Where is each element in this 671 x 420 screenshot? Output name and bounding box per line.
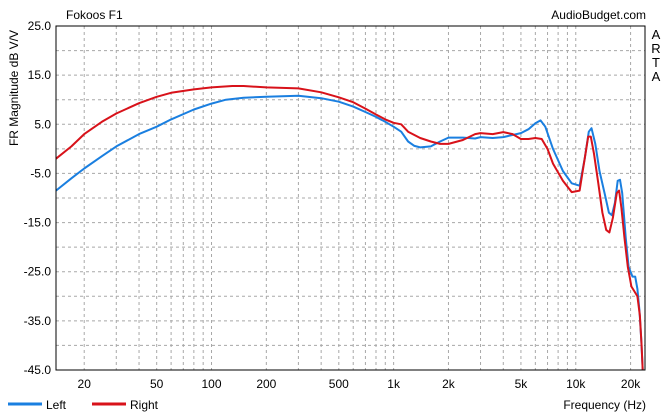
x-tick-label: 5k [515,377,529,391]
y-tick-label: 25.0 [28,19,52,33]
series-line-left [55,94,644,371]
side-label-letter: R [651,41,660,56]
y-tick-label: 15.0 [28,68,52,82]
y-tick-label: -15.0 [24,216,52,230]
y-tick-label: -35.0 [24,314,52,328]
y-axis-label: FR Magnitude dB V/V [7,30,21,146]
x-tick-label: 100 [201,377,221,391]
grid [56,26,645,370]
y-tick-label: -25.0 [24,265,52,279]
source-label: AudioBudget.com [551,8,646,22]
x-tick-label: 20k [621,377,641,391]
side-label-letter: T [652,55,660,70]
legend-label-right: Right [130,398,159,412]
series-line-right [55,85,644,371]
plot-frame [55,25,646,371]
y-tick-label: -5.0 [30,166,51,180]
x-tick-label: 500 [329,377,349,391]
chart-title: Fokoos F1 [66,8,123,22]
legend: Left Right [8,398,159,412]
side-label-letter: A [652,27,661,42]
legend-label-left: Left [46,398,67,412]
x-tick-label: 20 [78,377,92,391]
y-tick-label: 5.0 [34,117,51,131]
x-tick-label: 50 [150,377,164,391]
x-tick-label: 2k [442,377,456,391]
x-axis-label: Frequency (Hz) [563,398,646,412]
y-tick-label: -45.0 [24,363,52,377]
x-tick-label: 200 [256,377,276,391]
side-label-letter: A [652,69,661,84]
series-lines [55,85,644,371]
x-tick-label: 1k [387,377,401,391]
x-tick-label: 10k [566,377,586,391]
tick-labels: 20 50 100 200 500 1k 2k 5k 10k 20k 25.0 15.0 5.0 -5.0… [24,19,642,391]
